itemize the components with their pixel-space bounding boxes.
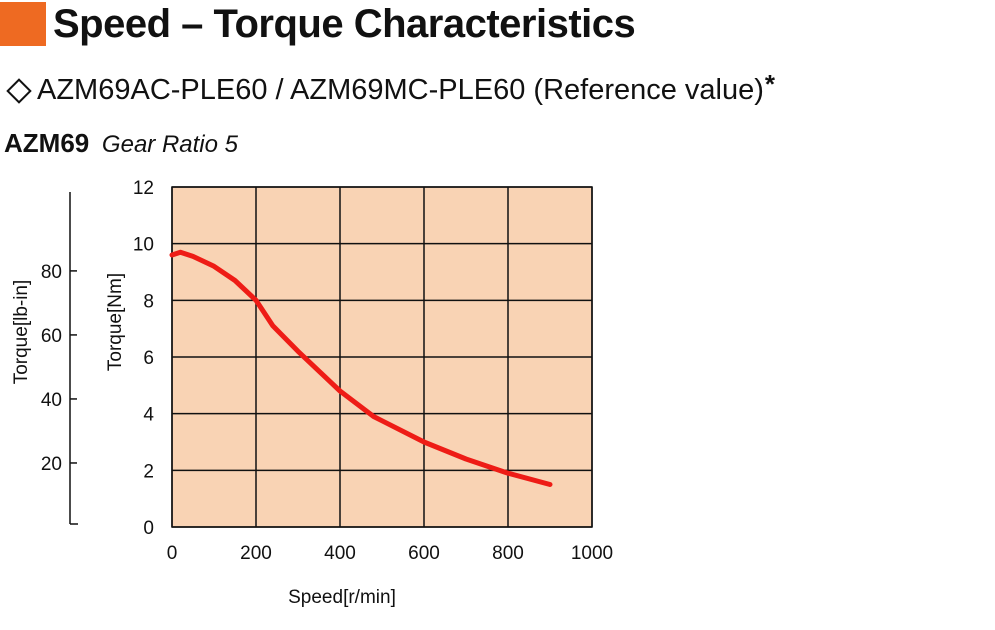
- title-accent-block: [0, 2, 46, 46]
- x-tick-label: 600: [408, 543, 440, 564]
- subtitle-row: AZM69AC-PLE60 / AZM69MC-PLE60 (Reference…: [4, 69, 775, 107]
- subtitle-text: AZM69AC-PLE60 / AZM69MC-PLE60 (Reference…: [37, 74, 764, 106]
- y2-tick-label: 80: [41, 262, 62, 283]
- model-row: AZM69 Gear Ratio 5: [4, 128, 238, 159]
- y-axis-label: Torque[Nm]: [105, 273, 126, 371]
- x-tick-label: 0: [167, 543, 178, 564]
- y-tick-labels: 0 2 4 6 8 10 12: [133, 178, 155, 539]
- y-tick-label: 2: [143, 461, 154, 482]
- y2-tick-label: 60: [41, 326, 62, 347]
- secondary-y-ticks: 20 40 60 80: [41, 262, 78, 525]
- x-tick-label: 200: [240, 543, 272, 564]
- x-tick-label: 400: [324, 543, 356, 564]
- y-tick-label: 0: [143, 518, 154, 539]
- y-tick-label: 8: [143, 291, 154, 312]
- y-tick-label: 12: [133, 178, 154, 199]
- y-tick-label: 10: [133, 235, 154, 256]
- y2-tick-label: 40: [41, 390, 62, 411]
- x-axis-label: Speed[r/min]: [288, 587, 396, 608]
- model-name: AZM69: [4, 128, 90, 158]
- y-tick-label: 6: [143, 348, 154, 369]
- x-tick-label: 800: [492, 543, 524, 564]
- page-title: Speed – Torque Characteristics: [53, 2, 636, 46]
- torque-curve: [169, 249, 553, 487]
- y-tick-label: 4: [143, 405, 154, 426]
- gear-ratio: Gear Ratio 5: [101, 131, 238, 158]
- subtitle-asterisk: *: [764, 69, 776, 99]
- y2-tick-label: 20: [41, 454, 62, 475]
- x-tick-labels: 0 200 400 600 800 1000: [167, 543, 613, 564]
- grid-lines: [171, 186, 593, 528]
- x-tick-label: 1000: [571, 543, 613, 564]
- title-row: Speed – Torque Characteristics: [0, 0, 636, 48]
- secondary-y-axis-label: Torque[lb-in]: [11, 280, 32, 385]
